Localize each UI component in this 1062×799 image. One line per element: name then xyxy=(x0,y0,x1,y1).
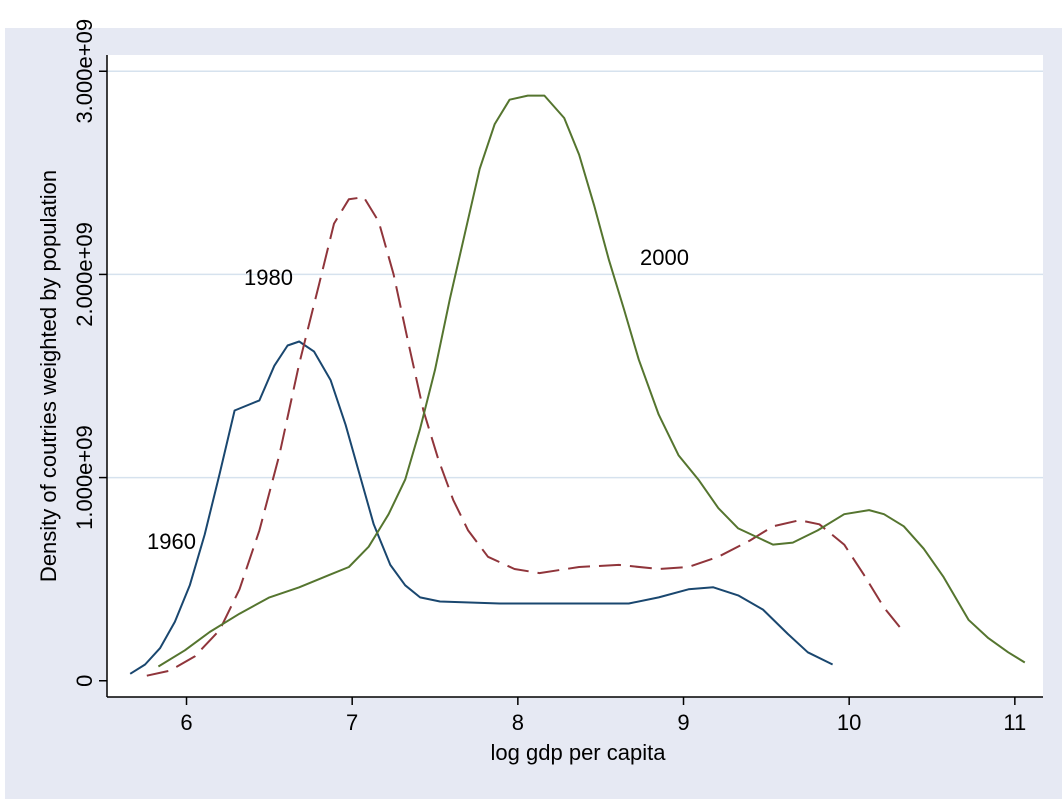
y-tick-label: 3.000e+09 xyxy=(72,19,97,124)
y-axis-title: Density of coutries weighted by populati… xyxy=(36,170,61,582)
y-tick-label: 2.000e+09 xyxy=(72,222,97,327)
x-tick-label: 6 xyxy=(180,710,192,735)
series-line xyxy=(146,196,905,677)
series-line xyxy=(129,340,834,675)
series-label: 1980 xyxy=(244,265,293,290)
x-tick-label: 9 xyxy=(677,710,689,735)
series-label: 1960 xyxy=(147,529,196,554)
x-axis-title: log gdp per capita xyxy=(491,740,667,765)
plot-area xyxy=(107,55,1043,697)
x-tick-label: 10 xyxy=(837,710,861,735)
y-tick-label: 1.000e+09 xyxy=(72,425,97,530)
x-tick-label: 8 xyxy=(512,710,524,735)
series-label: 2000 xyxy=(640,245,689,270)
series-line xyxy=(157,94,1026,668)
x-tick-label: 11 xyxy=(1003,710,1026,735)
x-tick-label: 7 xyxy=(346,710,358,735)
y-tick-label: 0 xyxy=(72,675,97,687)
